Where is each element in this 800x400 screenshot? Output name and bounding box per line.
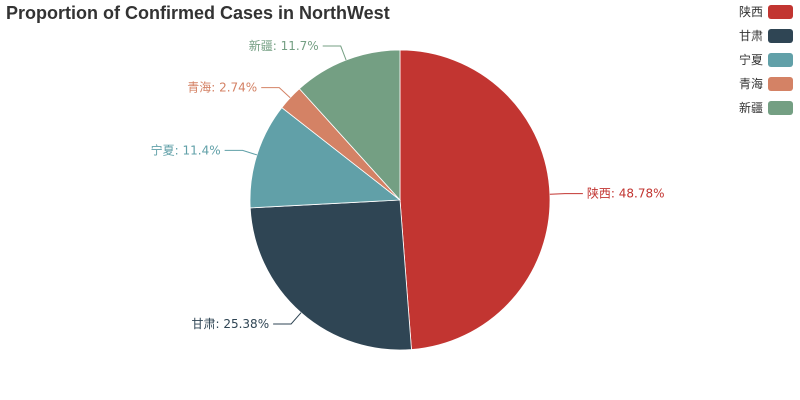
legend-label-3[interactable]: 宁夏 xyxy=(739,52,763,67)
legend-label-5[interactable]: 新疆 xyxy=(739,100,763,115)
slice-4-leader-line xyxy=(261,87,291,99)
legend-item-3[interactable]: 宁夏 xyxy=(739,52,793,67)
slice-1-wedge[interactable] xyxy=(399,49,551,350)
legend-swatch-1[interactable] xyxy=(768,5,793,19)
slice-2-label: 甘肃: 25.38% xyxy=(191,317,269,331)
legend-swatch-4[interactable] xyxy=(768,77,793,91)
slice-4-label: 青海: 2.74% xyxy=(187,80,257,95)
legend-label-4[interactable]: 青海 xyxy=(739,76,763,91)
slice-2-wedge[interactable] xyxy=(249,199,412,351)
pie-slices xyxy=(249,49,551,351)
slice-5-leader-line xyxy=(322,45,347,61)
slice-label-lines xyxy=(224,45,583,325)
slice-1-leader-line xyxy=(549,193,583,195)
slice-3-wedge[interactable] xyxy=(249,107,402,209)
slice-2-leader-line xyxy=(273,312,302,325)
legend-swatch-5[interactable] xyxy=(768,101,793,115)
legend-item-4[interactable]: 青海 xyxy=(739,76,793,91)
slice-5-label: 新疆: 11.7% xyxy=(249,38,319,53)
slice-3-leader-line xyxy=(224,149,258,156)
legend-item-1[interactable]: 陕西 xyxy=(739,4,793,19)
legend-item-5[interactable]: 新疆 xyxy=(739,100,793,115)
chart-title: Proportion of Confirmed Cases in NorthWe… xyxy=(6,3,390,23)
slice-3-label: 宁夏: 11.4% xyxy=(151,142,221,157)
legend-swatch-3[interactable] xyxy=(768,53,793,67)
legend-swatch-2[interactable] xyxy=(768,29,793,43)
legend-item-2[interactable]: 甘肃 xyxy=(739,29,793,43)
legend-label-2[interactable]: 甘肃 xyxy=(739,29,763,43)
slice-labels: 陕西: 48.78% 甘肃: 25.38% 宁夏: 11.4% 青海: 2.74% 新疆… xyxy=(151,38,665,331)
slice-5-wedge[interactable] xyxy=(298,49,401,202)
slice-1-label: 陕西: 48.78% xyxy=(587,186,665,201)
legend-label-1[interactable]: 陕西 xyxy=(739,4,763,19)
